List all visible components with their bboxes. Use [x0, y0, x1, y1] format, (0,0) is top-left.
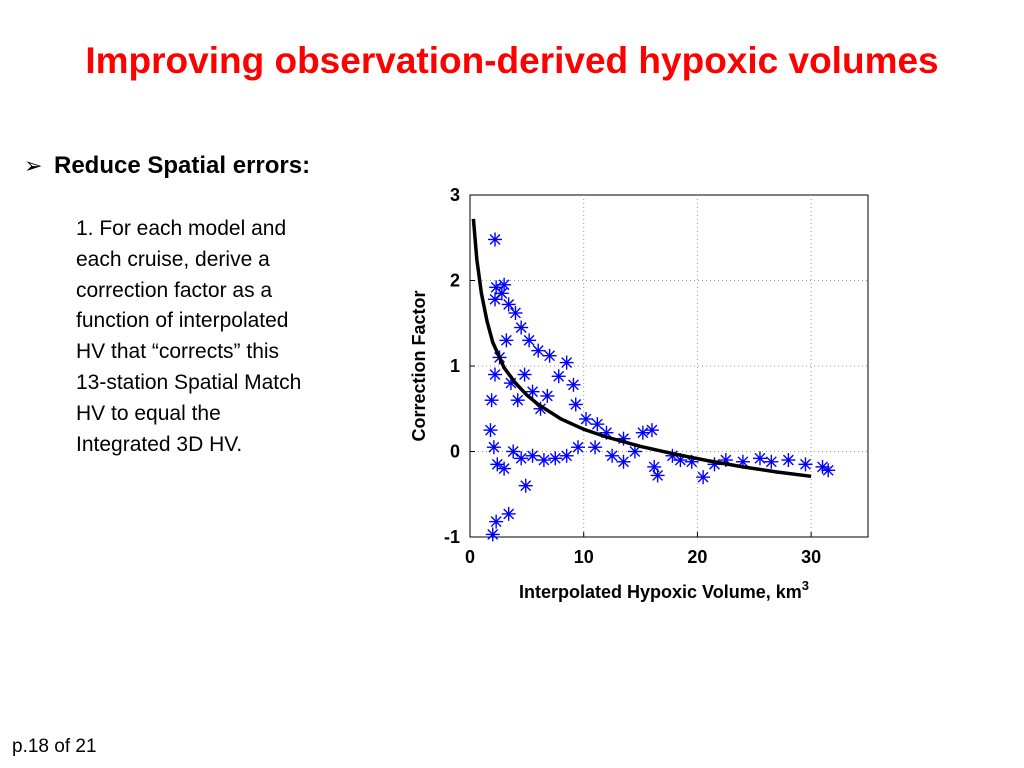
data-point [514, 320, 529, 335]
y-tick-label: 1 [450, 356, 460, 376]
body-line: correction factor as a [76, 278, 273, 302]
data-point [485, 527, 500, 542]
y-axis-label: Correction Factor [409, 290, 429, 441]
page-number: p.18 of 21 [12, 736, 97, 757]
data-point [568, 397, 583, 412]
data-point [588, 440, 603, 455]
arrow-bullet-icon: ➢ [24, 153, 43, 178]
x-tick-label: 0 [465, 547, 475, 567]
x-tick-label: 10 [574, 547, 594, 567]
data-point [497, 461, 512, 476]
data-point [798, 457, 813, 472]
data-point [752, 451, 767, 466]
bullet-heading: ➢ Reduce Spatial errors: [24, 152, 310, 180]
body-line: each cruise, derive a [76, 247, 270, 271]
data-point [571, 440, 586, 455]
data-point [696, 470, 711, 485]
data-point [499, 333, 514, 348]
data-point [559, 355, 574, 370]
data-point [501, 297, 516, 312]
data-point [483, 423, 498, 438]
data-point [764, 454, 779, 469]
data-point [548, 451, 563, 466]
data-point [590, 417, 605, 432]
data-point [531, 343, 546, 358]
data-point [497, 277, 512, 292]
x-tick-label: 30 [801, 547, 821, 567]
data-point [605, 448, 620, 463]
grid-lines [470, 195, 868, 537]
body-line: HV that “corrects” this [76, 340, 280, 364]
data-point [616, 454, 631, 469]
data-point [484, 393, 499, 408]
data-point [551, 369, 566, 384]
data-point [540, 388, 555, 403]
y-tick-label: -1 [444, 527, 460, 547]
slide-title: Improving observation-derived hypoxic vo… [85, 40, 939, 81]
y-tick-label: 0 [450, 442, 460, 462]
data-point [489, 514, 504, 529]
body-line: 13-station Spatial Match [76, 370, 302, 394]
data-point [650, 468, 665, 483]
data-point [488, 292, 503, 307]
y-tick-label: 3 [450, 185, 460, 205]
data-point [559, 448, 574, 463]
y-tick-label: 2 [450, 271, 460, 291]
data-point [566, 377, 581, 392]
data-point [821, 463, 836, 478]
x-axis-label: Interpolated Hypoxic Volume, km3 [519, 578, 809, 602]
data-point [525, 384, 540, 399]
data-point [514, 451, 529, 466]
body-line: HV to equal the [76, 401, 221, 425]
body-line: Integrated 3D HV. [76, 432, 243, 456]
data-point [635, 425, 650, 440]
data-point [501, 506, 516, 521]
data-point [627, 444, 642, 459]
body-line: function of interpolated [76, 309, 289, 333]
data-point [508, 305, 523, 320]
data-point [486, 440, 501, 455]
data-point [578, 412, 593, 427]
data-point [488, 367, 503, 382]
data-point [522, 333, 537, 348]
body-paragraph: 1. For each model and each cruise, deriv… [76, 214, 366, 460]
data-point [488, 232, 503, 247]
data-points [483, 232, 836, 542]
data-point [506, 444, 521, 459]
body-line: 1. For each model and [76, 217, 287, 240]
data-point [525, 448, 540, 463]
data-point [542, 348, 557, 363]
x-tick-label: 20 [687, 547, 707, 567]
plot-area [469, 194, 869, 538]
data-point [647, 459, 662, 474]
fit-curve [471, 218, 812, 479]
bullet-text: Reduce Spatial errors: [54, 152, 311, 179]
data-point [517, 367, 532, 382]
data-point [781, 453, 796, 468]
data-point [510, 393, 525, 408]
data-point [536, 453, 551, 468]
data-point [644, 423, 659, 438]
data-point [518, 478, 533, 493]
